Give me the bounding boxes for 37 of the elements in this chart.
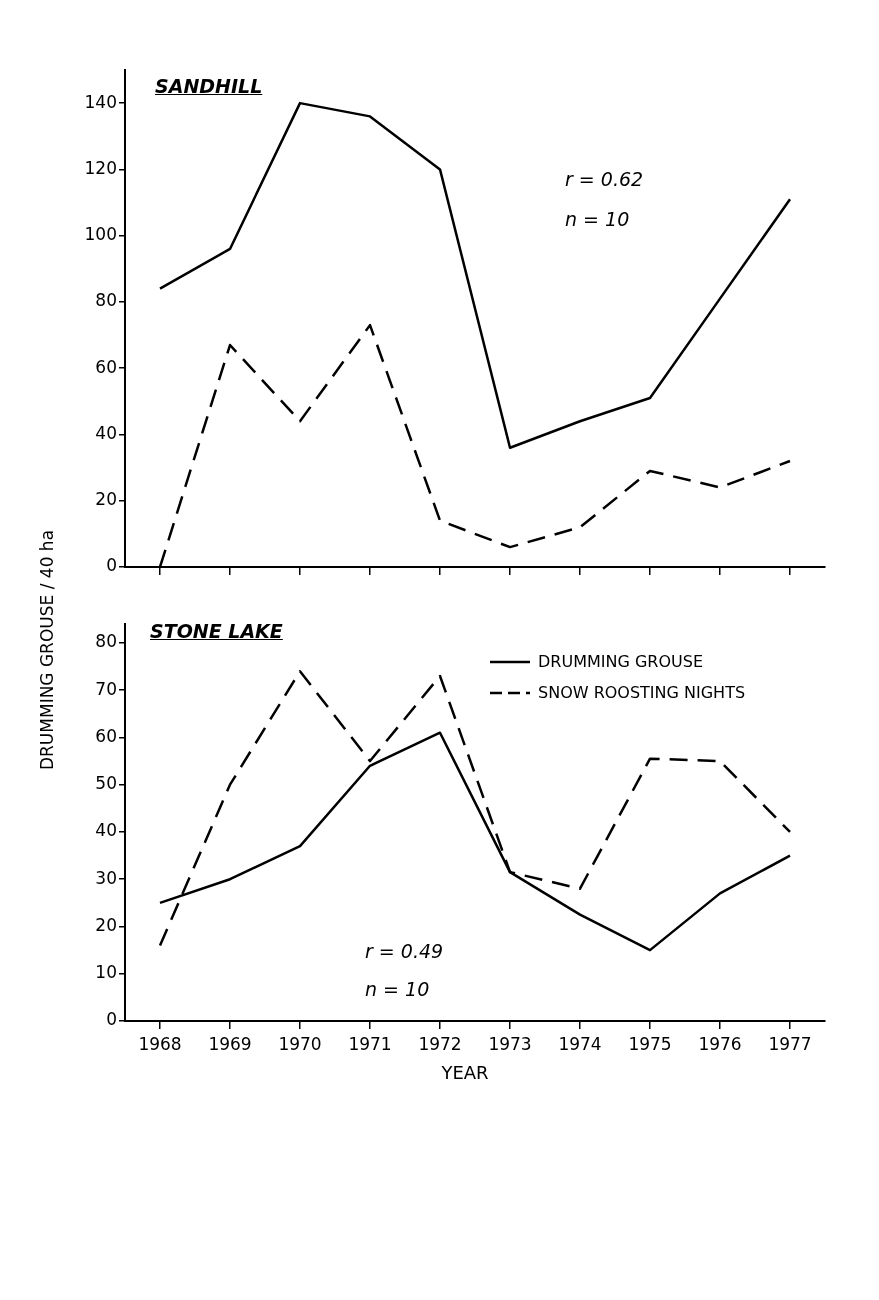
y-tick-label: 20: [95, 489, 117, 510]
x-axis-title: YEAR: [441, 1062, 489, 1083]
y-tick-label: 80: [95, 290, 117, 311]
y-tick-label: 120: [84, 157, 117, 178]
x-tick-label: 1974: [558, 1033, 602, 1054]
legend-label: DRUMMING GROUSE: [538, 652, 704, 671]
x-tick-label: 1969: [208, 1033, 252, 1054]
x-tick-label: 1970: [278, 1033, 322, 1054]
y-tick-label: 40: [95, 422, 117, 443]
y-tick-label: 80: [95, 631, 117, 652]
y-tick-label: 60: [95, 725, 117, 746]
y-tick-label: 60: [95, 356, 117, 377]
y-tick-label: 40: [95, 820, 117, 841]
x-tick-label: 1975: [628, 1033, 672, 1054]
y-tick-label: 50: [95, 773, 117, 794]
x-tick-label: 1976: [698, 1033, 742, 1054]
x-tick-label: 1977: [768, 1033, 812, 1054]
annotation: r = 0.62: [565, 168, 644, 190]
y-tick-label: 0: [106, 1009, 117, 1030]
y-tick-label: 140: [84, 91, 117, 112]
y-tick-label: 10: [95, 962, 117, 983]
x-tick-label: 1972: [418, 1033, 462, 1054]
annotation: n = 10: [365, 978, 430, 1000]
legend-label: SNOW ROOSTING NIGHTS: [538, 683, 746, 702]
annotation: n = 10: [565, 208, 630, 230]
y-tick-label: 20: [95, 914, 117, 935]
y-tick-label: 100: [84, 224, 117, 245]
y-tick-label: 70: [95, 678, 117, 699]
chart-title: STONE LAKE: [150, 620, 283, 642]
x-tick-label: 1973: [488, 1033, 532, 1054]
y-tick-label: 30: [95, 867, 117, 888]
annotation: r = 0.49: [365, 940, 444, 962]
y-tick-label: 0: [106, 555, 117, 576]
x-tick-label: 1971: [348, 1033, 392, 1054]
chart-title: SANDHILL: [155, 75, 263, 97]
y-axis-title: DRUMMING GROUSE / 40 ha: [37, 529, 57, 771]
x-tick-label: 1968: [138, 1033, 182, 1054]
